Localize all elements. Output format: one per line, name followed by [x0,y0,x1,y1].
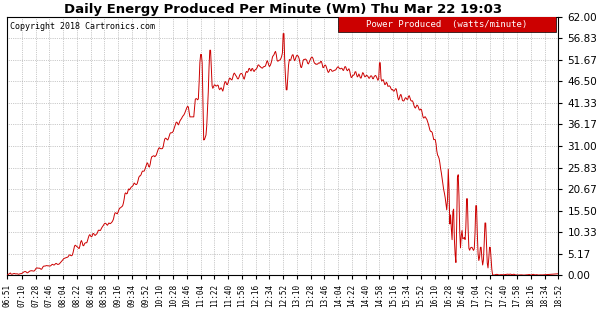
Text: Power Produced  (watts/minute): Power Produced (watts/minute) [366,20,527,29]
Title: Daily Energy Produced Per Minute (Wm) Thu Mar 22 19:03: Daily Energy Produced Per Minute (Wm) Th… [64,3,502,16]
Bar [338,16,556,33]
Text: Copyright 2018 Cartronics.com: Copyright 2018 Cartronics.com [10,22,155,31]
